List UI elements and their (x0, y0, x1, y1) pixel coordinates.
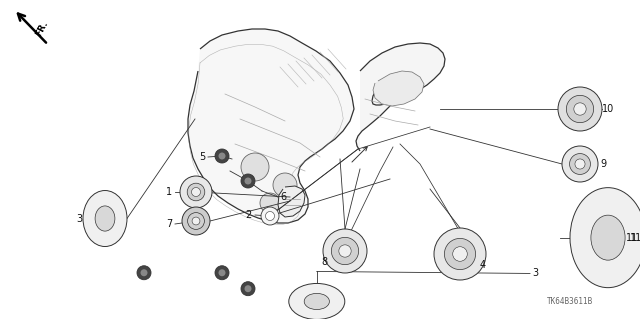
Ellipse shape (95, 206, 115, 231)
Circle shape (434, 228, 486, 280)
Circle shape (218, 269, 225, 276)
Circle shape (261, 207, 279, 225)
Text: 9: 9 (600, 159, 606, 169)
PathPatch shape (373, 71, 424, 106)
Circle shape (452, 247, 467, 261)
PathPatch shape (278, 186, 305, 217)
Circle shape (137, 266, 151, 280)
Text: 10: 10 (602, 104, 614, 114)
Circle shape (188, 212, 204, 229)
Text: TK64B3611B: TK64B3611B (547, 296, 593, 306)
Circle shape (187, 183, 205, 201)
Text: 7: 7 (166, 219, 172, 229)
Ellipse shape (83, 190, 127, 247)
Text: 8: 8 (321, 257, 327, 267)
Circle shape (180, 176, 212, 208)
Ellipse shape (289, 284, 345, 319)
Text: 5: 5 (199, 152, 205, 162)
Circle shape (244, 285, 252, 292)
Circle shape (574, 103, 586, 115)
Circle shape (191, 188, 200, 197)
Text: 4: 4 (480, 260, 486, 270)
Circle shape (562, 146, 598, 182)
Circle shape (141, 269, 147, 276)
Circle shape (182, 207, 210, 235)
Text: 3: 3 (76, 213, 82, 224)
Circle shape (444, 238, 476, 270)
Circle shape (241, 153, 269, 181)
Circle shape (575, 159, 585, 169)
Circle shape (266, 211, 275, 220)
Circle shape (339, 245, 351, 257)
Text: FR.: FR. (35, 19, 50, 38)
Circle shape (260, 193, 280, 213)
Text: 3: 3 (532, 269, 538, 278)
Circle shape (215, 149, 229, 163)
Ellipse shape (570, 188, 640, 288)
Circle shape (244, 177, 252, 184)
PathPatch shape (356, 43, 445, 151)
Circle shape (192, 217, 200, 225)
Circle shape (215, 266, 229, 280)
Circle shape (323, 229, 367, 273)
Text: 6: 6 (280, 192, 286, 202)
Circle shape (570, 153, 591, 174)
Text: 11: 11 (630, 233, 640, 243)
Text: 1: 1 (166, 187, 172, 197)
Circle shape (241, 174, 255, 188)
PathPatch shape (188, 29, 354, 223)
Ellipse shape (304, 293, 330, 309)
Circle shape (558, 87, 602, 131)
Circle shape (566, 95, 594, 122)
Text: 2: 2 (246, 210, 252, 220)
Text: 11: 11 (626, 233, 638, 243)
Circle shape (332, 237, 358, 265)
Ellipse shape (591, 215, 625, 260)
Circle shape (273, 173, 297, 197)
Circle shape (218, 152, 225, 160)
Circle shape (241, 282, 255, 296)
